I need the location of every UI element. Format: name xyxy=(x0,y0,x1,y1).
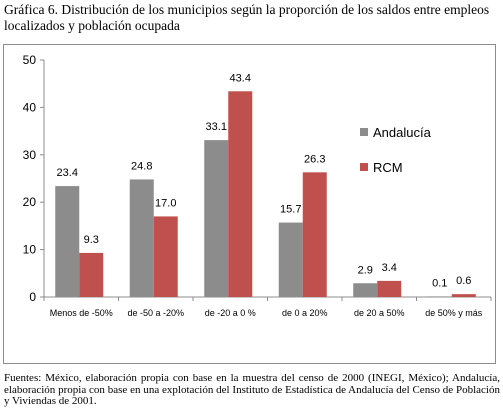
bar-andalucia xyxy=(427,296,452,297)
chart-title: Gráfica 6. Distribución de los municipio… xyxy=(4,2,490,33)
y-tick-label: 10 xyxy=(23,243,37,257)
y-tick-label: 50 xyxy=(23,53,37,67)
data-label: 23.4 xyxy=(57,167,78,179)
x-tick-label: de 0 a 20% xyxy=(282,308,328,318)
bar-andalucia xyxy=(278,222,303,297)
x-tick-label: de -20 a 0 % xyxy=(205,308,256,318)
x-tick-label: de 50% y más xyxy=(425,308,483,318)
legend-swatch-rcm xyxy=(360,163,368,171)
legend-label: RCM xyxy=(373,160,403,175)
bar-rcm xyxy=(451,294,476,297)
bar-rcm xyxy=(302,172,327,297)
bar-andalucia xyxy=(204,140,229,297)
data-label: 26.3 xyxy=(304,153,325,165)
source-note: Fuentes: México, elaboración propia con … xyxy=(4,372,500,407)
data-label: 24.8 xyxy=(131,160,152,172)
x-tick-label: de -50 a -20% xyxy=(127,308,184,318)
legend-swatch-andalucia xyxy=(360,128,368,136)
legend-label: Andalucía xyxy=(373,125,432,140)
data-label: 15.7 xyxy=(280,204,301,216)
x-tick-label: de 20 a 50% xyxy=(354,308,405,318)
data-label: 43.4 xyxy=(230,72,251,84)
bar-rcm xyxy=(153,216,178,297)
data-label: 0.6 xyxy=(456,275,471,287)
y-tick-label: 20 xyxy=(23,195,37,209)
chart-area: 0 10 20 30 40 50 23.4 9.3 Menos de -50% 24.8 17.0 d… xyxy=(3,44,496,364)
data-label: 3.4 xyxy=(382,262,397,274)
bar-andalucia xyxy=(353,283,378,297)
bar-andalucia xyxy=(129,179,154,297)
data-label: 2.9 xyxy=(358,264,373,276)
data-label: 33.1 xyxy=(206,121,227,133)
y-tick-label: 30 xyxy=(23,148,37,162)
data-label: 9.3 xyxy=(84,234,99,246)
x-tick-label: Menos de -50% xyxy=(50,308,113,318)
bar-rcm xyxy=(79,252,104,297)
y-tick-label: 40 xyxy=(23,100,37,114)
bar-rcm xyxy=(228,91,253,297)
bar-rcm xyxy=(377,280,402,297)
data-label: 17.0 xyxy=(155,197,176,209)
y-tick-label: 0 xyxy=(29,290,36,304)
bar-andalucia xyxy=(55,186,80,297)
bar-chart: 0 10 20 30 40 50 23.4 9.3 Menos de -50% 24.8 17.0 d… xyxy=(23,53,492,318)
data-label: 0.1 xyxy=(432,277,447,289)
